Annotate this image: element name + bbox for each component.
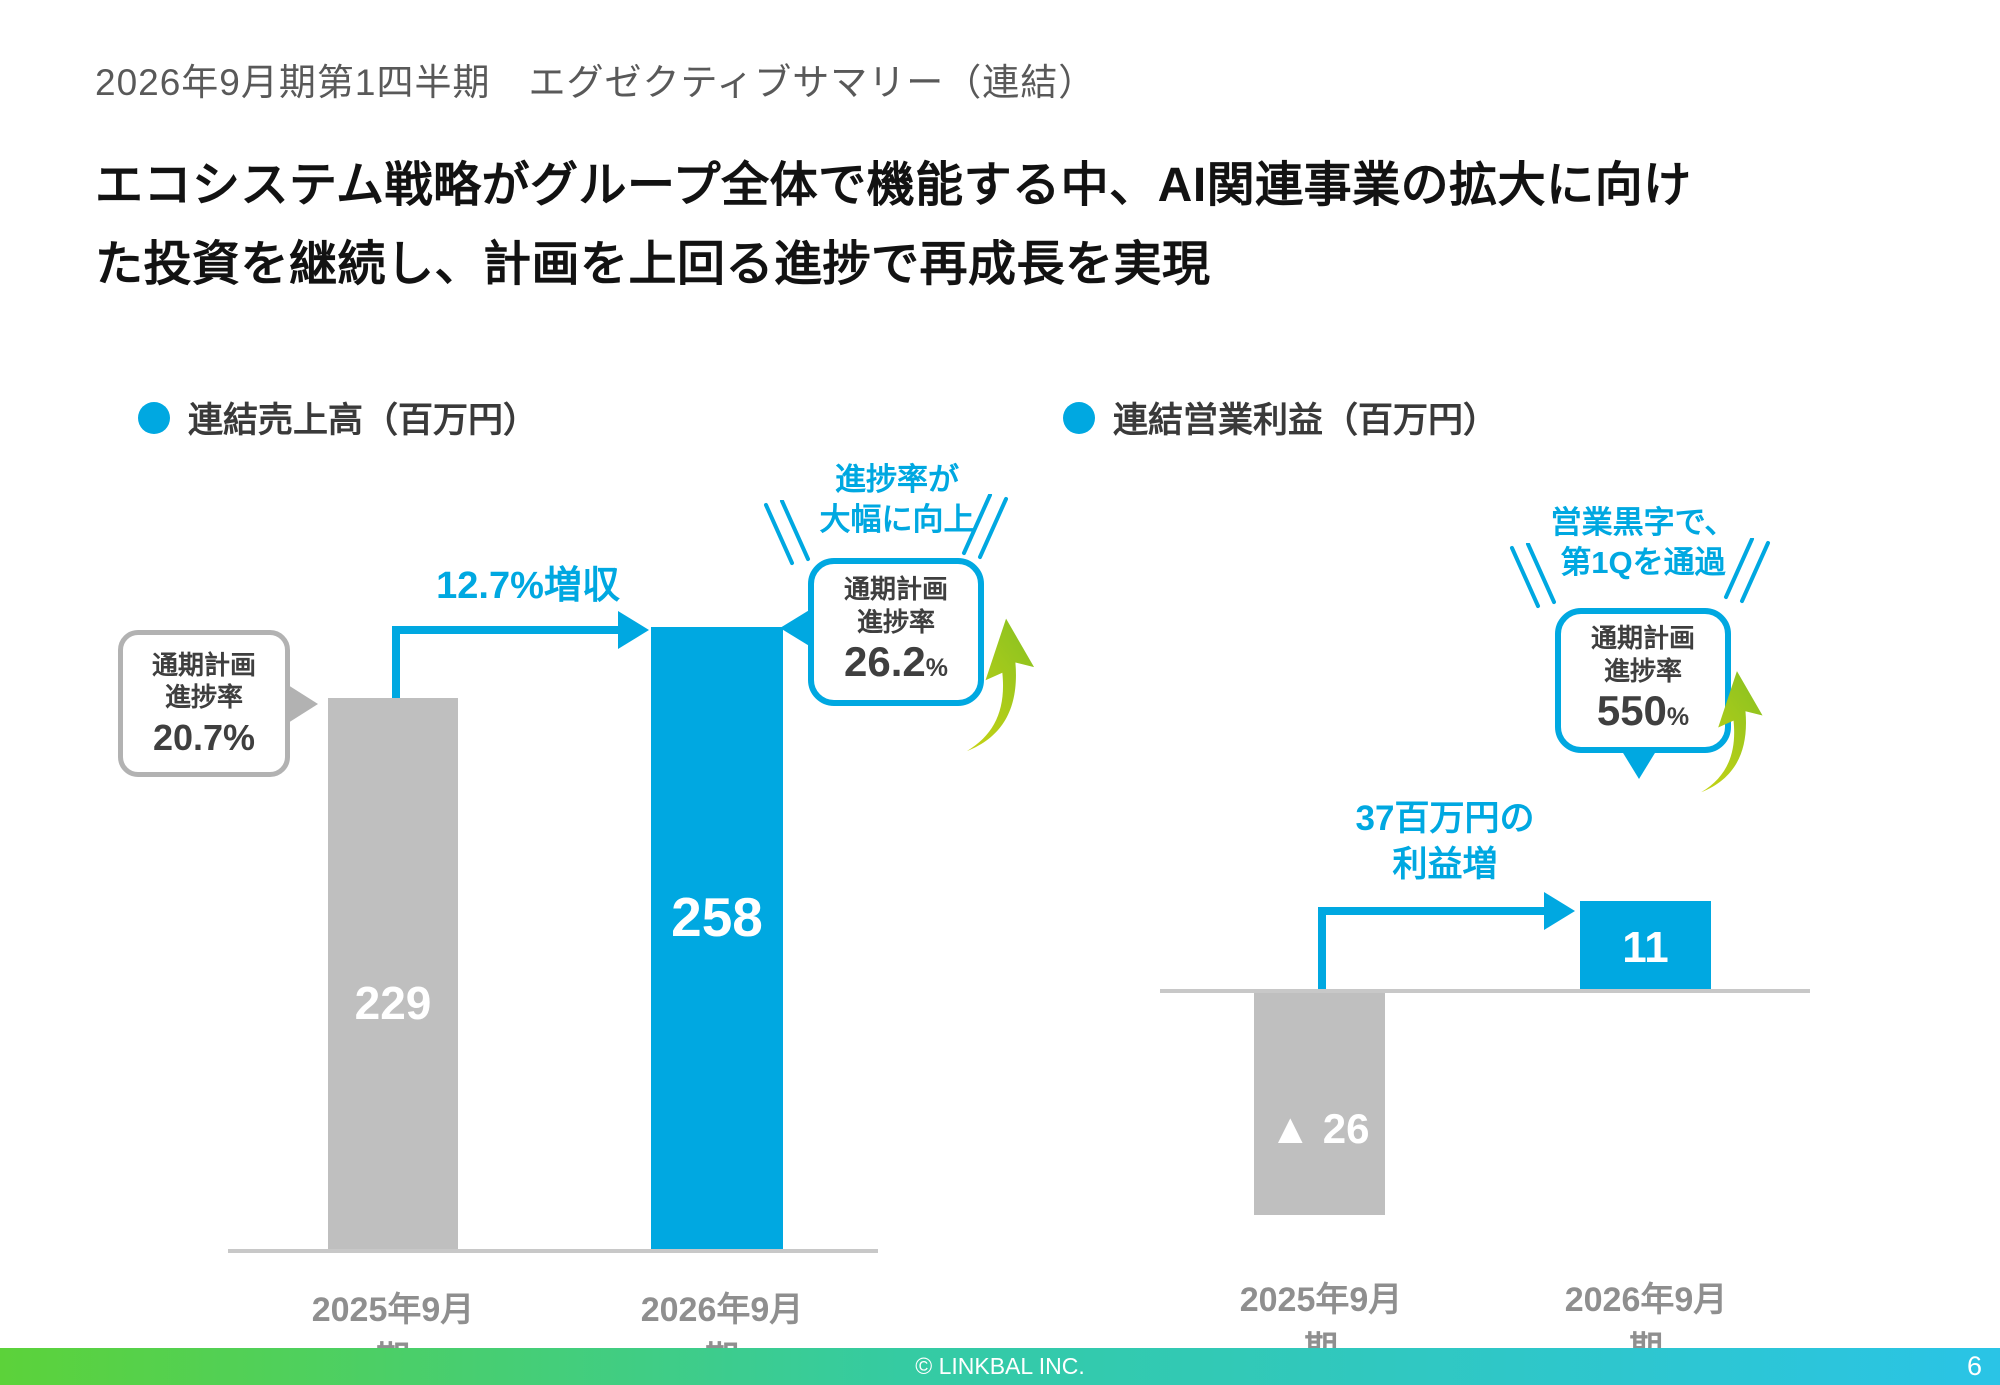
bubble-text: 進捗率 (856, 607, 935, 637)
bubble-note-profit: 営業黒字で、 第1Qを通過 (1528, 503, 1758, 583)
bar-value-label: 229 (354, 977, 432, 1029)
bubble-value-unit: % (1666, 702, 1690, 731)
bubble-note-line: 大幅に向上 (819, 502, 975, 537)
headline-line-2: た投資を継続し、計画を上回る進捗で再成長を実現 (95, 238, 1211, 291)
section-header-profit: 連結営業利益（百万円） (1063, 392, 1498, 443)
bar-sales-2025: 229 (328, 698, 458, 1249)
x-axis-profit (1160, 989, 1810, 993)
bubble-value: 26.2% (844, 639, 948, 691)
emphasis-slash-right-icon (962, 494, 1008, 559)
growth-label-line: 利益増 (1392, 845, 1498, 884)
bubble-pointer-left-icon (780, 609, 811, 647)
section-header-sales: 連結売上高（百万円） (138, 392, 538, 443)
bar-value-label: ▲ 26 (1269, 1105, 1370, 1152)
green-up-arrow-icon (1701, 671, 1763, 793)
page-number: 6 (1966, 1351, 1982, 1381)
callout-value: 20.7% (152, 716, 256, 758)
bubble-value: 550% (1596, 686, 1690, 740)
headline-line-1: エコシステム戦略がグループ全体で機能する中、AI関連事業の拡大に向け (95, 159, 1692, 212)
growth-arrowhead-icon (618, 611, 649, 649)
growth-label-sales: 12.7%増収 (436, 565, 620, 607)
bubble-note-line: 営業黒字で、 (1550, 505, 1736, 540)
slide-title: 2026年9月期第1四半期 エグゼクティブサマリー（連結） (95, 62, 1097, 103)
growth-arrowhead-icon (1544, 892, 1575, 930)
bubble-value-number: 550 (1596, 686, 1667, 734)
section-label-sales: 連結売上高（百万円） (188, 401, 539, 440)
bubble-value-unit: % (925, 654, 948, 682)
bullet-icon (1063, 401, 1095, 434)
callout-text: 進捗率 (164, 681, 243, 712)
bubble-pointer-down-icon (1620, 748, 1658, 779)
growth-label-profit: 37百万円の 利益増 (1320, 796, 1570, 888)
bar-profit-2025: ▲ 26 (1254, 993, 1385, 1215)
footer-bar: © LINKBAL INC. 6 (0, 1348, 2000, 1385)
growth-label-line: 37百万円の (1355, 799, 1535, 838)
bar-value-label: 258 (671, 886, 763, 948)
callout-text: 通期計画 (151, 649, 256, 680)
bullet-icon (138, 401, 170, 434)
bubble-text: 進捗率 (1603, 655, 1682, 686)
bar-sales-2026: 258 (651, 627, 783, 1249)
emphasis-slash-right-icon (1724, 538, 1770, 603)
bubble-value-number: 26.2 (844, 638, 926, 685)
progress-bubble-profit: 通期計画 進捗率 550% (1555, 608, 1731, 753)
bubble-note-sales: 進捗率が 大幅に向上 (782, 460, 1012, 540)
copyright-text: © LINKBAL INC. (915, 1353, 1085, 1379)
bubble-note-line: 第1Qを通過 (1560, 545, 1726, 580)
bubble-text: 通期計画 (1590, 622, 1695, 653)
emphasis-slash-left-icon (764, 500, 810, 565)
growth-arrow-vertical (392, 629, 400, 701)
bubble-note-line: 進捗率が (835, 462, 959, 497)
growth-arrow-horizontal (392, 626, 620, 634)
plan-progress-callout-sales: 通期計画 進捗率 20.7% (118, 630, 290, 777)
bubble-text: 通期計画 (843, 574, 948, 604)
emphasis-slash-left-icon (1510, 543, 1556, 608)
bar-value-label: 11 (1622, 923, 1669, 972)
bar-profit-2026: 11 (1580, 901, 1711, 993)
section-label-profit: 連結営業利益（百万円） (1113, 401, 1499, 440)
green-up-arrow-icon (966, 618, 1035, 752)
growth-arrow-horizontal (1318, 907, 1546, 915)
growth-arrow-vertical (1318, 910, 1326, 990)
callout-pointer-right-icon (288, 685, 318, 723)
headline: エコシステム戦略がグループ全体で機能する中、AI関連事業の拡大に向け た投資を継… (95, 146, 1935, 304)
x-axis-sales (228, 1249, 878, 1253)
progress-bubble-sales: 通期計画 進捗率 26.2% (808, 558, 984, 706)
